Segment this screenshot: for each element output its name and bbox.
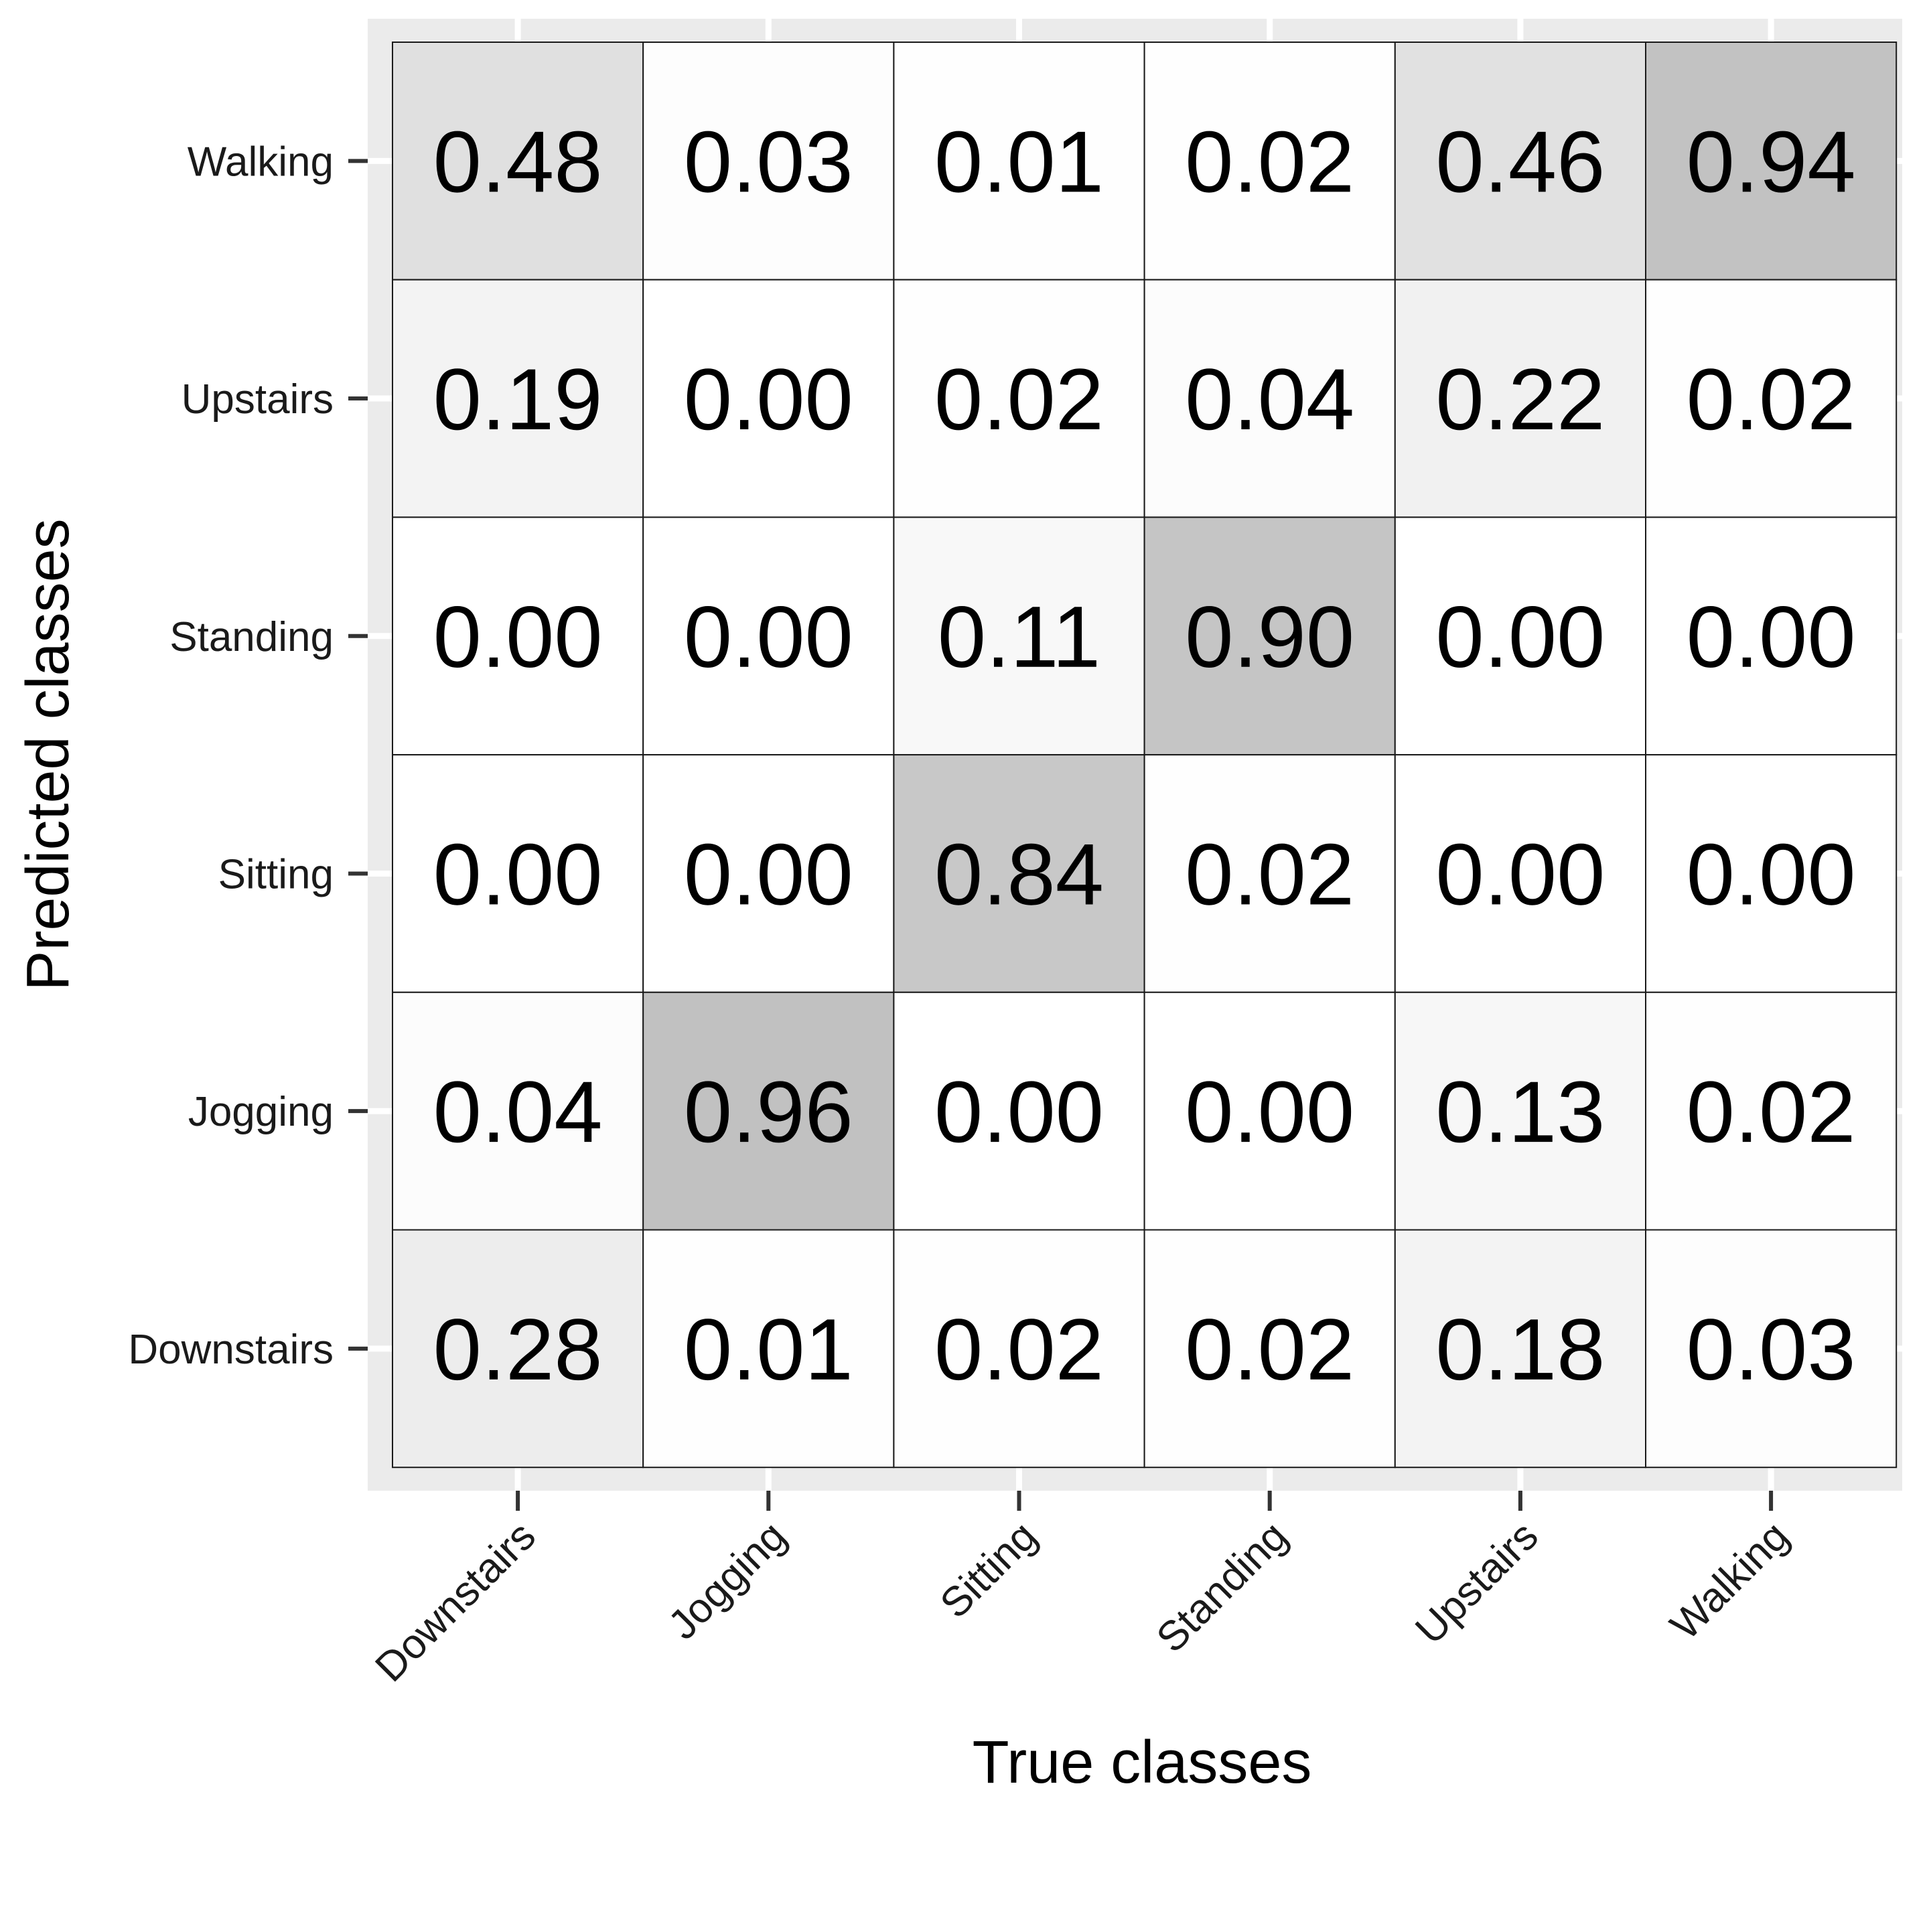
cell-standing-sitting [893, 516, 1145, 756]
cell-walking-jogging [642, 42, 895, 281]
cell-jogging-downstairs [392, 991, 644, 1231]
cell-sitting-upstairs [1394, 754, 1647, 993]
cell-label-jogging-sitting: 0.00 [934, 1063, 1104, 1161]
cell-downstairs-jogging [642, 1229, 895, 1469]
y-axis-title: Predicted classes [15, 518, 82, 990]
cell-label-downstairs-standing: 0.02 [1185, 1301, 1354, 1398]
cell-upstairs-walking [1645, 279, 1898, 518]
y-tick-label-standing: Standing [169, 614, 334, 660]
cell-label-upstairs-upstairs: 0.22 [1435, 350, 1605, 448]
cell-label-downstairs-upstairs: 0.18 [1435, 1301, 1605, 1398]
cell-jogging-jogging [642, 991, 895, 1231]
cell-label-standing-walking: 0.00 [1687, 588, 1856, 686]
cell-label-downstairs-sitting: 0.02 [934, 1301, 1104, 1398]
cell-label-walking-standing: 0.02 [1185, 113, 1354, 210]
cell-label-sitting-sitting: 0.84 [934, 825, 1104, 923]
cell-walking-downstairs [392, 42, 644, 281]
cell-jogging-sitting [893, 991, 1145, 1231]
cell-upstairs-sitting [893, 279, 1145, 518]
cell-standing-standing [1143, 516, 1396, 756]
cell-sitting-jogging [642, 754, 895, 993]
y-tick-label-walking: Walking [188, 139, 334, 185]
cell-sitting-walking [1645, 754, 1898, 993]
cell-sitting-downstairs [392, 754, 644, 993]
cell-upstairs-standing [1143, 279, 1396, 518]
cell-walking-sitting [893, 42, 1145, 281]
cell-label-sitting-jogging: 0.00 [684, 825, 853, 923]
cell-upstairs-downstairs [392, 279, 644, 518]
cell-downstairs-downstairs [392, 1229, 644, 1469]
cell-value-labels: 0.48 0.03 0.01 0.02 0.46 0.94 0.19 0.00 0.02 0.04… [433, 113, 1856, 1398]
cell-label-upstairs-sitting: 0.02 [934, 350, 1104, 448]
cell-label-standing-downstairs: 0.00 [433, 588, 603, 686]
cell-label-sitting-standing: 0.02 [1185, 825, 1354, 923]
cell-sitting-sitting [893, 754, 1145, 993]
cell-label-walking-sitting: 0.01 [934, 113, 1104, 210]
cell-sitting-standing [1143, 754, 1396, 993]
cell-label-jogging-upstairs: 0.13 [1435, 1063, 1605, 1161]
y-tick-label-downstairs: Downstairs [128, 1327, 334, 1373]
cell-label-upstairs-downstairs: 0.19 [433, 350, 603, 448]
cell-label-jogging-downstairs: 0.04 [433, 1063, 603, 1161]
x-axis-title: True classes [973, 1729, 1312, 1796]
y-tick-label-upstairs: Upstairs [182, 376, 334, 423]
cell-label-sitting-upstairs: 0.00 [1435, 825, 1605, 923]
cell-label-upstairs-walking: 0.02 [1687, 350, 1856, 448]
cell-label-downstairs-jogging: 0.01 [684, 1301, 853, 1398]
cell-label-sitting-walking: 0.00 [1687, 825, 1856, 923]
cell-label-sitting-downstairs: 0.00 [433, 825, 603, 923]
cell-standing-jogging [642, 516, 895, 756]
cell-label-standing-jogging: 0.00 [684, 588, 853, 686]
cell-standing-walking [1645, 516, 1898, 756]
cell-upstairs-upstairs [1394, 279, 1647, 518]
y-tick-label-jogging: Jogging [188, 1089, 334, 1135]
cell-label-downstairs-walking: 0.03 [1687, 1301, 1856, 1398]
cell-label-standing-standing: 0.90 [1185, 588, 1354, 686]
cell-walking-walking [1645, 42, 1898, 281]
cell-standing-downstairs [392, 516, 644, 756]
cell-upstairs-jogging [642, 279, 895, 518]
cell-label-standing-upstairs: 0.00 [1435, 588, 1605, 686]
cell-label-walking-jogging: 0.03 [684, 113, 853, 210]
cell-label-downstairs-downstairs: 0.28 [433, 1301, 603, 1398]
cell-label-upstairs-jogging: 0.00 [684, 350, 853, 448]
cell-downstairs-walking [1645, 1229, 1898, 1469]
cell-walking-standing [1143, 42, 1396, 281]
cell-label-walking-walking: 0.94 [1687, 113, 1856, 210]
cell-label-upstairs-standing: 0.04 [1185, 350, 1354, 448]
heatmap-cells [392, 42, 1898, 1469]
cell-label-jogging-jogging: 0.96 [684, 1063, 853, 1161]
cell-label-standing-sitting: 0.11 [938, 588, 1100, 686]
cell-label-walking-downstairs: 0.48 [433, 113, 603, 210]
cell-label-jogging-standing: 0.00 [1185, 1063, 1354, 1161]
cell-label-jogging-walking: 0.02 [1687, 1063, 1856, 1161]
cell-standing-upstairs [1394, 516, 1647, 756]
y-tick-label-sitting: Sitting [218, 851, 334, 897]
cell-downstairs-sitting [893, 1229, 1145, 1469]
cell-label-walking-upstairs: 0.46 [1435, 113, 1605, 210]
cell-downstairs-upstairs [1394, 1229, 1647, 1469]
cell-downstairs-standing [1143, 1229, 1396, 1469]
y-axis: Walking Upstairs Standing Sitting Jogging Dow… [128, 139, 368, 1373]
